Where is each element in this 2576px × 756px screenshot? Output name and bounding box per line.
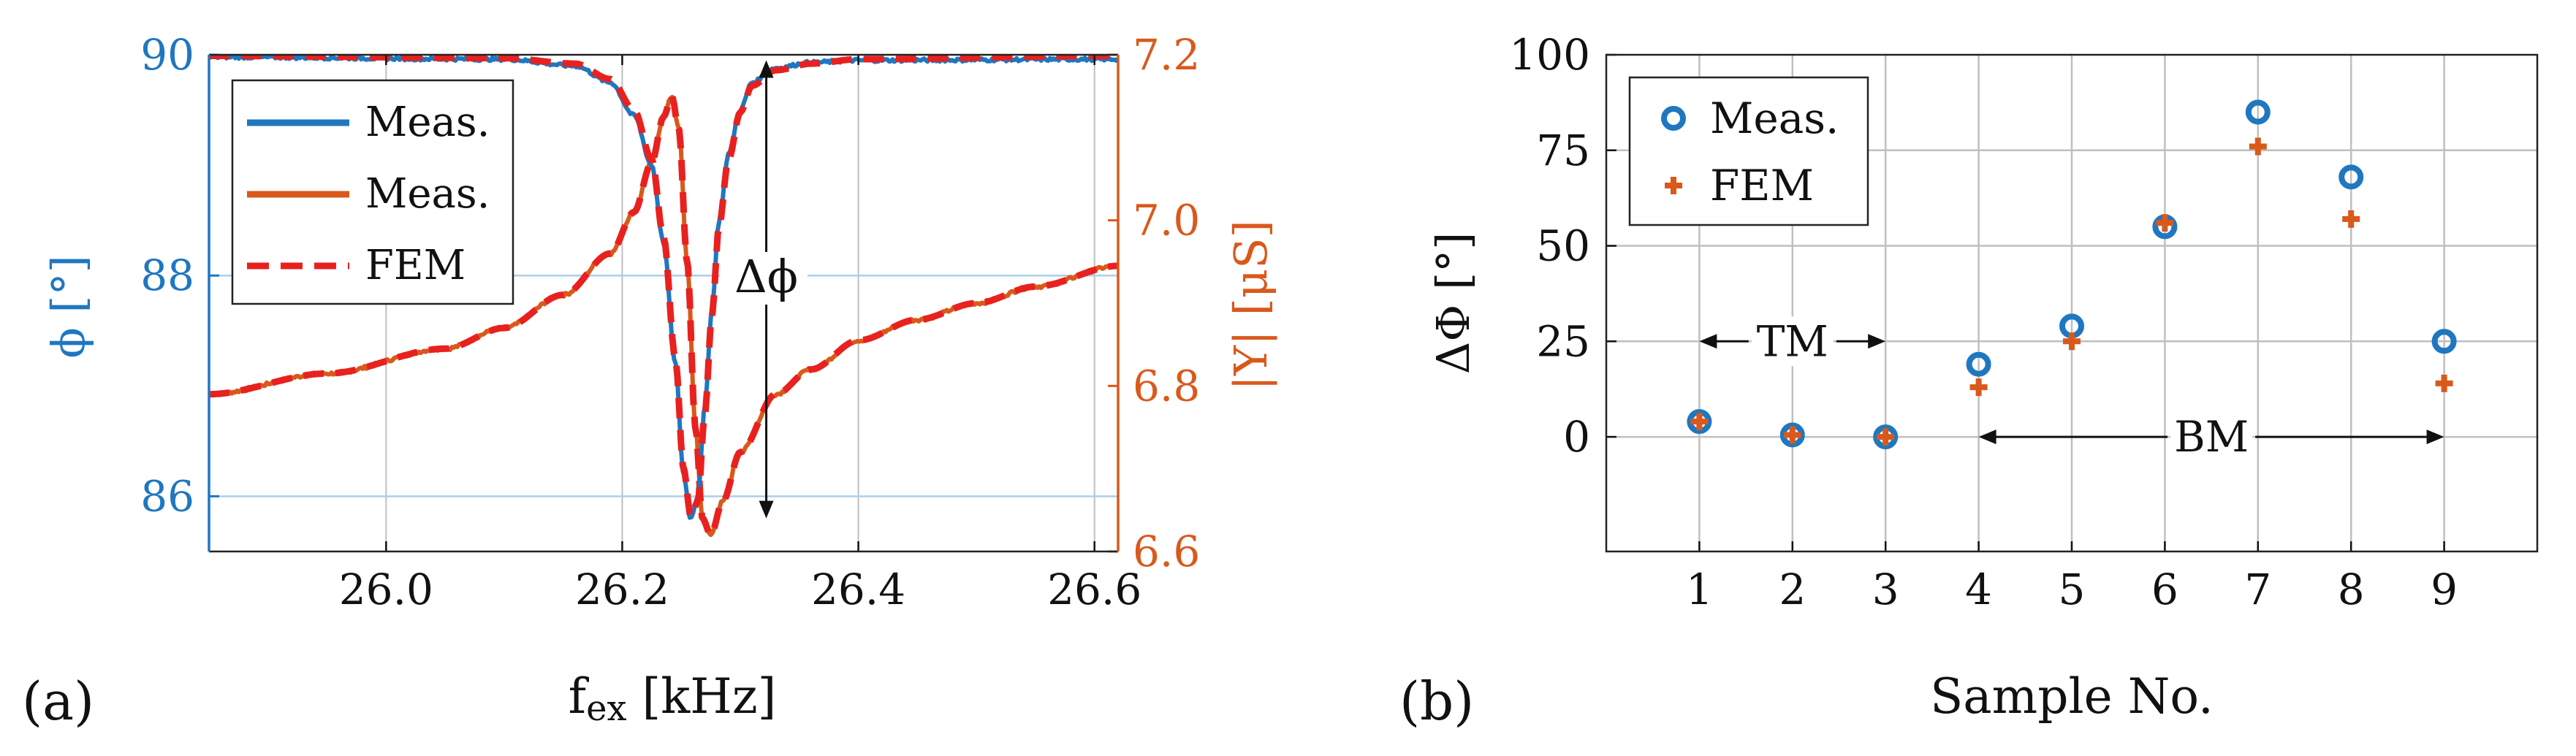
y-axis-label-b: ΔΦ [°] [1426, 232, 1480, 375]
point-meas [1966, 351, 1991, 377]
y-tick-label-left: 88 [140, 251, 194, 300]
y-tick-label-b: 75 [1536, 126, 1590, 175]
x-tick-label-b: 1 [1686, 565, 1713, 614]
point-fem [2342, 210, 2360, 228]
x-tick-label-b: 8 [2338, 565, 2365, 614]
y-tick-label-b: 50 [1536, 221, 1590, 271]
mode-arrowhead-right [1868, 334, 1886, 349]
y-axis-label-left: ϕ [°] [42, 255, 95, 358]
panel-label-a: (a) [22, 671, 94, 732]
point-fem [2435, 374, 2453, 392]
y-tick-label-right: 7.0 [1133, 196, 1200, 245]
x-tick-label-a: 26.2 [575, 565, 669, 614]
mode-annotations: TM BM [1699, 316, 2444, 462]
point-fem [1783, 426, 1801, 444]
y-tick-label-b: 100 [1509, 30, 1590, 80]
delta-phi-arrowhead-top [759, 60, 774, 78]
y-tick-label-right: 6.8 [1133, 361, 1200, 411]
legend-a: Meas. Meas. FEM [231, 79, 514, 305]
x-tick-label-b: 3 [1872, 565, 1899, 614]
point-fem [1690, 413, 1709, 431]
point-fem [2063, 332, 2081, 351]
mode-arrowhead-right [2426, 429, 2444, 445]
mode-label-bm: BM [2174, 412, 2249, 462]
point-fem [2156, 214, 2174, 232]
delta-phi-annotation: Δϕ [720, 60, 808, 519]
mode-label-bg [2170, 412, 2253, 462]
tick-labels-a: 26.0 26.2 26.4 26.6 86 88 90 6.6 6.8 7.0 7.2 [140, 30, 1200, 614]
legend-label-meas-orange: Meas. [365, 170, 490, 218]
mode-arrowhead-left [1978, 429, 1996, 445]
legend-marker-meas [1661, 106, 1686, 131]
panel-b: TM BM 1 2 3 4 5 6 7 8 9 0 25 50 75 100 Meas. FEM ΔΦ [°… [1399, 30, 2539, 732]
x-tick-label-a: 26.0 [339, 565, 433, 614]
y-tick-label-left: 86 [140, 471, 194, 521]
legend-label-meas: Meas. [1710, 93, 1839, 143]
mode-label-bg [1751, 316, 1834, 367]
x-tick-label-a: 26.6 [1047, 565, 1141, 614]
mode-label-tm: TM [1757, 316, 1828, 366]
y-tick-label-left: 90 [140, 30, 194, 80]
point-meas [2245, 99, 2271, 125]
panel-a: 26.0 26.2 26.4 26.6 86 88 90 6.6 6.8 7.0 7.2 Δϕ Me… [22, 30, 1277, 732]
x-tick-label-a: 26.4 [811, 565, 905, 614]
panel-label-b: (b) [1399, 671, 1474, 732]
point-meas [2431, 329, 2457, 354]
x-tick-label-b: 4 [1965, 565, 1992, 614]
y-tick-label-b: 0 [1563, 412, 1590, 462]
legend-marker-fem [1665, 177, 1682, 194]
x-axis-label-b: Sample No. [1930, 668, 2214, 725]
series-group-b [1687, 99, 2457, 450]
legend-b: Meas. FEM [1628, 76, 1869, 226]
x-tick-label-b: 9 [2431, 565, 2458, 614]
y-tick-label-right: 6.6 [1133, 527, 1200, 576]
axes-frame-b [1605, 53, 2539, 553]
point-fem [1969, 378, 1988, 397]
legend-label-meas-blue: Meas. [365, 99, 490, 146]
tick-labels-b: 1 2 3 4 5 6 7 8 9 0 25 50 75 100 [1509, 30, 2458, 614]
axes-b [1605, 53, 2539, 553]
x-axis-label-a: fex [kHz] [569, 668, 777, 729]
x-tick-label-b: 7 [2244, 565, 2271, 614]
mode-arrowhead-left [1699, 334, 1717, 349]
y-tick-label-right: 7.2 [1133, 30, 1200, 80]
point-meas [2338, 164, 2364, 190]
x-tick-label-b: 6 [2151, 565, 2178, 614]
axes-a [208, 53, 1120, 553]
point-fem [2249, 137, 2267, 156]
y-axis-label-right: |Y| [μS] [1224, 220, 1277, 391]
x-tick-label-b: 2 [1779, 565, 1806, 614]
point-fem [1877, 428, 1895, 446]
legend-label-fem-b: FEM [1710, 161, 1814, 210]
point-meas [1687, 409, 1712, 435]
series-line-fem-left [209, 55, 1118, 519]
delta-phi-arrowhead-bottom [759, 500, 774, 519]
series-group-a [209, 55, 1118, 538]
legend-label-fem: FEM [365, 242, 466, 289]
delta-phi-label: Δϕ [734, 250, 798, 303]
point-meas [1779, 422, 1805, 448]
y-tick-label-b: 25 [1536, 316, 1590, 366]
series-line-fem-right [209, 93, 1118, 538]
x-tick-label-b: 5 [2059, 565, 2086, 614]
point-meas [1873, 424, 1899, 450]
